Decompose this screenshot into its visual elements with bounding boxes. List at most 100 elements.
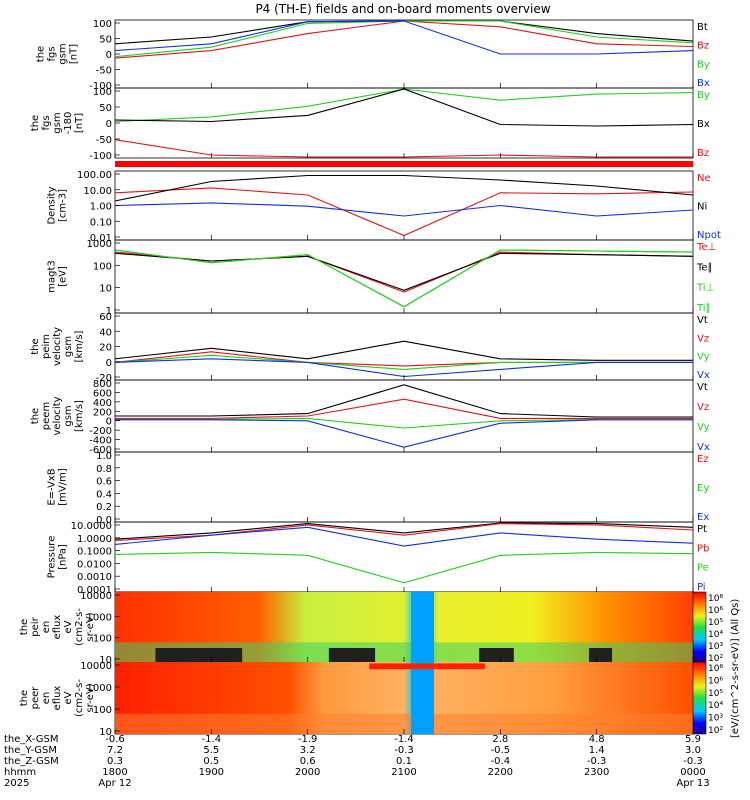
- y-tick-label: -50: [96, 135, 112, 146]
- y-axis-label-line: fgs: [47, 46, 58, 61]
- y-axis-label-line: [km/s]: [74, 330, 85, 362]
- x-axis-value: 2300: [584, 767, 609, 778]
- legend-entry: Vt: [697, 382, 708, 393]
- x-axis-value: 0.6: [300, 756, 316, 767]
- y-axis-label: thepeirenefluxeV(cm2-s-sr-eV): [19, 608, 96, 646]
- y-tick-label: 200: [93, 407, 112, 418]
- x-axis-value: 0.5: [203, 756, 219, 767]
- y-axis-label-line: [nT]: [69, 44, 80, 64]
- legend-entry: Ey: [697, 483, 709, 494]
- y-axis-label-line: eflux: [52, 615, 63, 640]
- y-axis-label-line: Pressure: [47, 536, 58, 579]
- y-tick-label: 0: [106, 358, 112, 369]
- y-axis-label-line: eV: [63, 691, 74, 704]
- spectrogram-low-band: [115, 642, 693, 662]
- y-axis-label-line: -180: [63, 112, 74, 135]
- y-tick-label: 0: [106, 417, 112, 428]
- y-axis-label-line: (cm2-s-: [74, 608, 85, 646]
- x-axis-value: 0.3: [107, 756, 123, 767]
- x-axis-value: 3.2: [300, 745, 316, 756]
- legend-entry: Bz: [697, 41, 709, 52]
- y-tick-label: 10.00: [83, 186, 112, 197]
- series-Ni-line: [114, 174, 694, 202]
- y-axis-label-line: gsm: [58, 43, 69, 64]
- y-tick-label: 1.0000: [77, 534, 112, 545]
- y-tick-label: -100: [89, 151, 112, 162]
- y-tick-label: -600: [89, 445, 112, 456]
- legend-entry: Ne: [697, 173, 711, 184]
- colorbar-upper-tick: 10⁸: [708, 594, 723, 604]
- x-axis-value: Apr 13: [676, 778, 709, 789]
- panel-frame-e-field: [114, 451, 694, 523]
- y-tick-label: 400: [93, 398, 112, 409]
- y-tick-label: 50: [99, 35, 112, 46]
- colorbar-lower-tick: 10⁸: [708, 664, 723, 674]
- x-axis-value: -0.3: [394, 745, 414, 756]
- spectrogram-dropout: [410, 662, 435, 734]
- x-axis-value: 2.8: [492, 734, 508, 745]
- y-tick-label: 800: [93, 379, 112, 390]
- y-tick-label: 600: [93, 388, 112, 399]
- legend-entry: Vz: [697, 402, 709, 413]
- panel-frame-fgs-gsm-180: [114, 87, 694, 159]
- y-axis-label-line: sr-eV): [85, 683, 96, 712]
- y-axis-label-line: [cm-3]: [58, 189, 69, 222]
- x-axis-value: 4.8: [589, 734, 605, 745]
- y-tick-label: -50: [96, 66, 112, 77]
- y-tick-label: 50: [99, 103, 112, 114]
- ion-bar: [115, 161, 693, 167]
- legend-entry: Ti∥: [696, 303, 711, 314]
- x-axis-value: 2200: [488, 767, 513, 778]
- series-Ne-line: [114, 187, 694, 237]
- colorbar-upper-tick: 10⁴: [708, 630, 723, 640]
- legend-entry: Te⊥: [696, 242, 716, 253]
- x-axis-value: -0.3: [683, 756, 703, 767]
- x-axis-value: -0.6: [105, 734, 125, 745]
- legend-entry: Vy: [697, 352, 710, 363]
- y-axis-label-line: peir: [30, 616, 41, 636]
- y-tick-label: 0.1000: [77, 547, 112, 558]
- legend-entry: Vx: [697, 370, 710, 381]
- y-tick-label: 0.10: [90, 217, 112, 228]
- x-row-label-y: the_Y-GSM: [4, 745, 57, 756]
- series-Te⊥-line: [114, 251, 694, 293]
- series-Bt-line: [114, 20, 694, 45]
- y-axis-label-line: the: [30, 338, 41, 354]
- y-tick-label: 60: [99, 312, 112, 323]
- y-axis-label: thefgsgsm-180[nT]: [30, 112, 85, 135]
- series-Bx-line: [114, 88, 694, 127]
- y-axis-label-line: the: [19, 690, 30, 706]
- colorbar-label: [eV/(cm^2-s-sr-eV)] (All Qs): [730, 599, 741, 738]
- x-axis-value: 7.2: [107, 745, 123, 756]
- colorbar-upper: [692, 591, 707, 663]
- legend-entry: By: [697, 59, 710, 70]
- y-tick-label: 0.0010: [77, 572, 112, 583]
- colorbar-lower-tick: 10⁵: [708, 689, 723, 699]
- y-tick-label: 1: [106, 306, 112, 317]
- y-tick-label: 1.0: [96, 451, 112, 462]
- y-tick-label: 10000: [80, 591, 112, 602]
- y-axis-label-line: the: [19, 619, 30, 635]
- x-axis-value: 2000: [295, 767, 320, 778]
- y-axis-label: Density[cm-3]: [47, 186, 69, 224]
- y-axis-label-line: the: [36, 46, 47, 62]
- x-axis-rows: the_X-GSM the_Y-GSM the_Z-GSM hhmm 2025: [4, 734, 59, 789]
- y-tick-label: 100: [93, 87, 112, 98]
- y-tick-label: 0.8: [96, 464, 112, 475]
- panel-frame-density: [114, 170, 694, 241]
- spectrogram-gap: [155, 648, 243, 662]
- y-axis-label-line: (cm2-s-: [74, 679, 85, 717]
- y-axis-label-line: the: [30, 115, 41, 131]
- series-Ti∥-line: [114, 249, 694, 308]
- x-row-label-x: the_X-GSM: [4, 734, 58, 745]
- colorbar-upper-tick: 10²: [708, 654, 723, 664]
- y-tick-label: 0.0: [96, 515, 112, 526]
- series-Pi-line: [114, 526, 694, 547]
- y-tick-label: 1000: [87, 683, 112, 694]
- legend-entry: Bx: [697, 119, 710, 130]
- y-axis-label-line: sr-eV): [85, 612, 96, 641]
- y-axis-label: thepeerenefluxeV(cm2-s-sr-eV): [19, 679, 96, 717]
- x-axis-value: -0.3: [587, 756, 607, 767]
